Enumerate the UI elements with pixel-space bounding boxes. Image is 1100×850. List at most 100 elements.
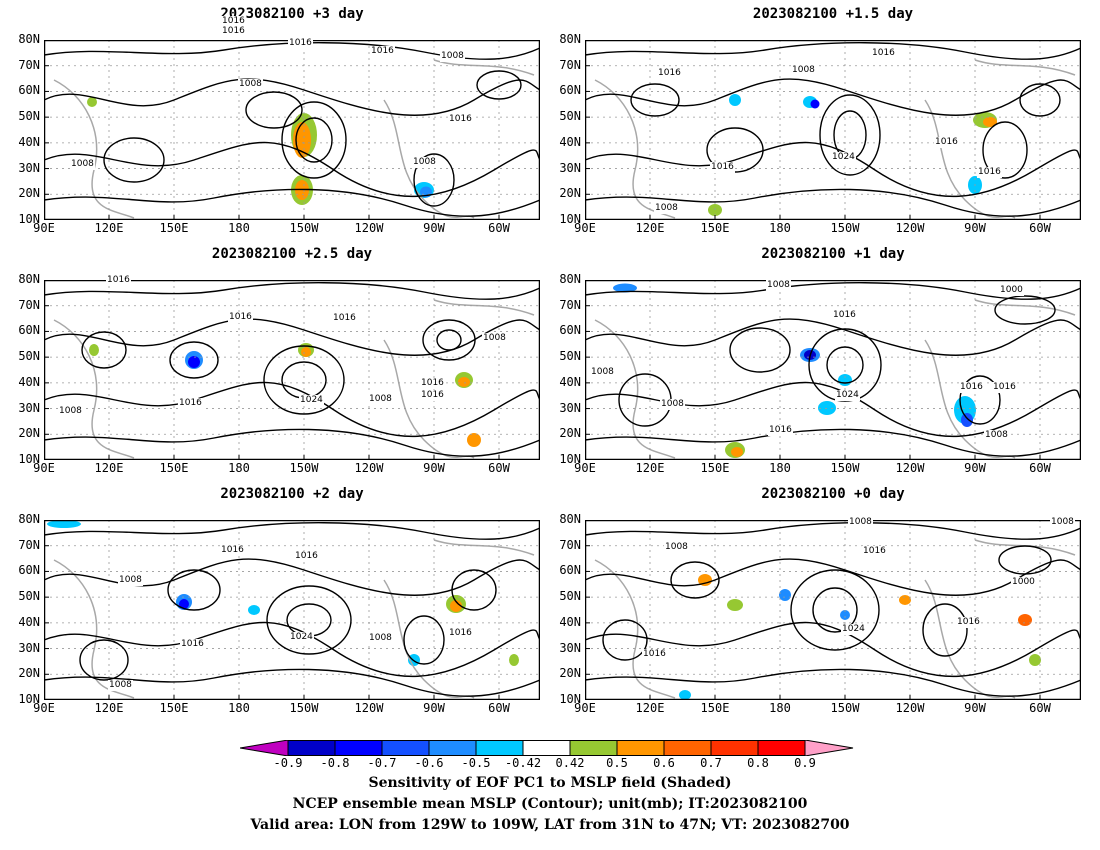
lat-tick-label: 50N [559, 589, 581, 604]
lon-tick-label: 90E [33, 221, 55, 235]
isobar-contour [451, 569, 497, 611]
isobar-contour [602, 619, 648, 661]
isobar-value-label: 1008 [590, 367, 615, 378]
isobar-contour [585, 558, 1081, 596]
colorbar-swatch [710, 740, 759, 756]
isobar-value-label: 1008 [368, 394, 393, 405]
isobar-value-label: 1008 [791, 65, 816, 76]
isobar-contour [585, 318, 1081, 356]
map-panel-6 [585, 520, 1081, 700]
colorbar-tick-label: 0.5 [606, 756, 628, 770]
lat-tick-label: 40N [18, 614, 40, 629]
lon-tick-label: 120E [635, 701, 665, 715]
lon-tick-label: 150E [700, 221, 730, 235]
lat-tick-label: 50N [18, 589, 40, 604]
lon-tick-label: 90W [964, 461, 986, 475]
sensitivity-shading [458, 377, 470, 387]
lon-tick-label: 90W [964, 701, 986, 715]
isobar-contour [44, 621, 540, 677]
sensitivity-shading [810, 99, 820, 109]
sensitivity-shading [731, 447, 743, 457]
isobar-value-label: 1016 [288, 38, 313, 49]
isobar-contour [44, 188, 540, 217]
isobar-value-label: 1016 [977, 167, 1002, 178]
lat-tick-label: 50N [18, 349, 40, 364]
lat-tick-label: 50N [18, 109, 40, 124]
lat-tick-label: 10N [559, 212, 581, 226]
panel-title-6: 2023082100 +0 day [761, 486, 905, 502]
isobar-contour [81, 331, 127, 369]
lon-tick-label: 90E [574, 701, 596, 715]
lat-tick-label: 80N [18, 32, 40, 46]
colorbar-swatch [334, 740, 383, 756]
isobar-value-label: 1016 [370, 46, 395, 57]
lon-tick-label: 180 [769, 221, 791, 235]
lon-tick-label: 180 [769, 461, 791, 475]
isobar-contour [585, 668, 1081, 697]
lat-tick-label: 20N [559, 186, 581, 201]
isobar-contour [998, 545, 1052, 575]
lon-tick-label: 180 [769, 701, 791, 715]
isobar-value-label: 1008 [238, 79, 263, 90]
isobar-value-label: 1016 [180, 639, 205, 650]
map-panel-2 [585, 40, 1081, 220]
panel-title-2: 2023082100 +1.5 day [752, 6, 914, 22]
colorbar-swatch [475, 740, 524, 756]
lat-tick-label: 30N [18, 400, 40, 415]
coastline [53, 539, 535, 699]
isobar-contour [812, 587, 858, 633]
lon-tick-label: 60W [488, 221, 510, 235]
isobar-contour [44, 141, 540, 197]
lon-tick-label: 60W [1029, 221, 1051, 235]
map-panel-3 [44, 280, 540, 460]
isobar-contour [1019, 83, 1061, 117]
isobar-value-label: 1008 [660, 399, 685, 410]
sensitivity-shading [450, 600, 462, 612]
colorbar-tick-label: -0.42 [504, 756, 542, 770]
lat-tick-label: 70N [559, 57, 581, 72]
panel-title-3: 2023082100 +2.5 day [211, 246, 373, 262]
lat-tick-label: 50N [559, 109, 581, 124]
isobar-value-label: 1016 [959, 382, 984, 393]
colorbar-tick-label: -0.7 [367, 756, 397, 770]
lon-tick-label: 90E [33, 701, 55, 715]
isobar-contour [826, 346, 864, 384]
isobar-value-label: 1016 [832, 310, 857, 321]
lon-tick-label: 150W [289, 221, 319, 235]
map-frame [585, 520, 1081, 700]
lat-tick-label: 40N [18, 374, 40, 389]
sensitivity-shading [838, 374, 852, 386]
lat-tick-label: 70N [559, 297, 581, 312]
isobar-contour [585, 188, 1081, 217]
isobar-contour [103, 137, 165, 183]
sensitivity-shading [1029, 654, 1041, 666]
isobar-value-label: 1008 [1050, 517, 1075, 528]
isobar-value-label: 1008 [440, 51, 465, 62]
colorbar-swatch [663, 740, 712, 756]
isobar-value-label: 1008 [118, 575, 143, 586]
isobar-contour [585, 621, 1081, 677]
isobar-value-label: 1016 [420, 378, 445, 389]
sensitivity-shading [729, 94, 741, 106]
lat-tick-label: 20N [18, 186, 40, 201]
lat-tick-label: 20N [559, 426, 581, 441]
isobar-value-label: 1016 [228, 312, 253, 323]
sensitivity-shading [818, 401, 836, 415]
lat-tick-label: 50N [559, 349, 581, 364]
colorbar-tick-label: 0.9 [794, 756, 816, 770]
sensitivity-shading [727, 599, 743, 611]
isobar-contour [630, 83, 680, 117]
colorbar-tick-label: -0.5 [461, 756, 491, 770]
isobar-value-label: 1024 [289, 632, 314, 643]
colorbar-tick-label: -0.6 [414, 756, 444, 770]
isobar-value-label: 1016 [992, 382, 1017, 393]
lat-tick-label: 10N [18, 212, 40, 226]
isobar-value-label: 1016 [332, 313, 357, 324]
sensitivity-shading [899, 595, 911, 605]
colorbar-swatch [287, 740, 336, 756]
lat-tick-label: 30N [559, 640, 581, 655]
colorbar-swatch [569, 740, 618, 756]
lon-tick-label: 60W [488, 461, 510, 475]
isobar-contour [670, 561, 720, 599]
lon-tick-label: 150W [830, 461, 860, 475]
